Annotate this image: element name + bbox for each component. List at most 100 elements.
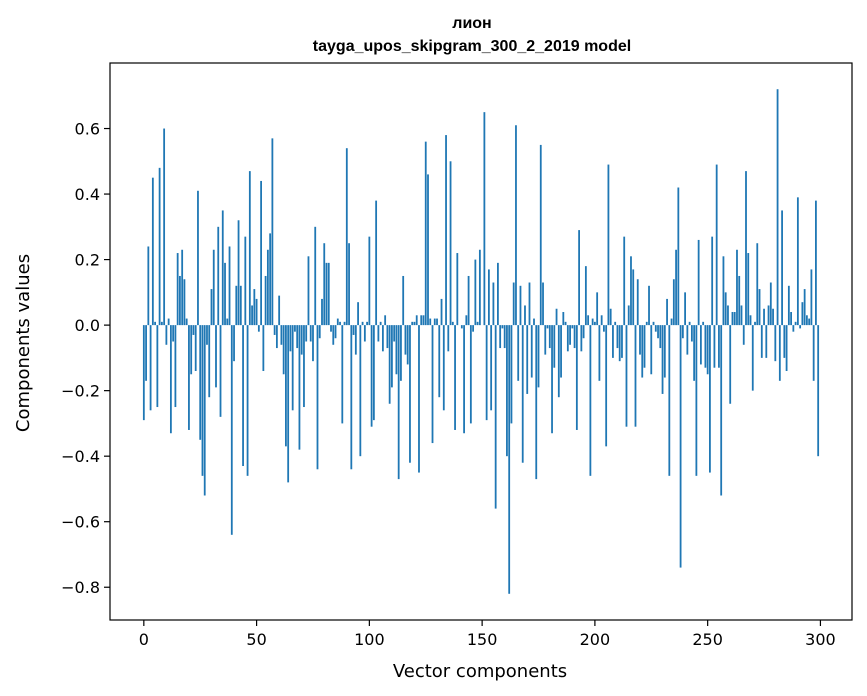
bar — [650, 325, 653, 375]
bar — [803, 289, 806, 326]
x-tick-label: 0 — [139, 630, 149, 649]
bar — [787, 285, 790, 326]
bar — [219, 325, 222, 417]
bar — [330, 325, 332, 332]
bar — [345, 148, 348, 326]
bar — [334, 325, 337, 339]
bar — [300, 325, 303, 355]
x-tick-label: 250 — [692, 630, 723, 649]
bar — [208, 325, 211, 398]
bar — [165, 325, 168, 345]
bar — [285, 325, 287, 447]
bar — [386, 325, 389, 349]
bar — [289, 325, 292, 352]
bar — [411, 321, 414, 326]
bar — [760, 325, 763, 358]
bar — [203, 325, 206, 496]
bar — [377, 325, 380, 342]
bar — [366, 321, 368, 326]
bar — [348, 243, 350, 326]
bar — [587, 315, 590, 326]
bar — [591, 318, 594, 326]
bar — [384, 315, 387, 326]
bar — [395, 325, 398, 375]
bar — [445, 135, 447, 326]
bar — [363, 325, 366, 342]
bar — [783, 325, 786, 358]
bar — [158, 167, 161, 326]
bar — [420, 315, 423, 326]
bar — [179, 275, 181, 326]
bar — [151, 177, 154, 326]
bar — [535, 325, 538, 480]
bar — [447, 325, 450, 352]
bar — [740, 305, 743, 326]
bar — [600, 315, 603, 326]
bar — [618, 325, 621, 362]
bar — [424, 141, 427, 326]
bar — [257, 325, 260, 332]
bar — [767, 305, 770, 326]
bar — [524, 305, 526, 326]
bar — [553, 325, 556, 368]
bar — [296, 325, 299, 349]
bar — [325, 262, 328, 326]
bar — [438, 325, 441, 398]
bar — [251, 305, 253, 326]
bar — [456, 253, 459, 326]
bar — [745, 171, 747, 326]
bar — [436, 318, 438, 326]
bar — [706, 325, 709, 375]
bar — [174, 325, 177, 408]
bar — [415, 315, 418, 326]
bar — [406, 325, 409, 365]
bar — [625, 325, 628, 427]
bar — [149, 325, 152, 411]
bar — [248, 171, 251, 326]
bar — [630, 256, 632, 326]
bar — [584, 266, 587, 326]
bar — [792, 325, 795, 332]
bar — [217, 226, 220, 326]
bar — [681, 325, 684, 339]
bar — [156, 325, 159, 408]
y-tick-label: −0.8 — [61, 578, 100, 597]
bar — [778, 325, 781, 381]
y-axis-ticks: −0.8 −0.6 −0.4 −0.2 0.0 0.2 0.4 0.6 — [61, 120, 110, 597]
bar — [224, 262, 226, 326]
x-tick-label: 100 — [354, 630, 385, 649]
bar — [537, 325, 540, 388]
bar — [765, 325, 768, 358]
bar — [533, 318, 535, 326]
bar — [693, 325, 696, 381]
x-axis-ticks: 0 50 100 150 200 250 300 — [139, 620, 836, 649]
bar — [763, 308, 765, 326]
bar — [731, 312, 734, 326]
bar — [497, 262, 499, 326]
bar — [612, 325, 614, 358]
bar — [370, 325, 373, 427]
bar — [643, 325, 646, 368]
bar — [702, 321, 705, 326]
bar — [230, 325, 233, 535]
bar — [490, 325, 493, 411]
bar — [546, 325, 549, 329]
bar — [332, 325, 335, 345]
chart-subtitle: tayga_upos_skipgram_300_2_2019 model — [313, 38, 631, 55]
bar — [815, 200, 817, 326]
bar — [738, 275, 741, 326]
bar — [235, 285, 238, 326]
bar — [318, 325, 321, 339]
bar — [485, 325, 488, 421]
bar — [519, 285, 522, 326]
bar — [298, 325, 301, 450]
x-tick-label: 50 — [246, 630, 266, 649]
y-tick-label: 0.2 — [75, 251, 100, 270]
bar — [711, 236, 714, 326]
bar — [294, 325, 296, 332]
bar — [801, 302, 804, 326]
bar — [580, 325, 583, 352]
bar — [237, 220, 240, 326]
bar — [391, 325, 393, 388]
bar — [228, 246, 231, 326]
